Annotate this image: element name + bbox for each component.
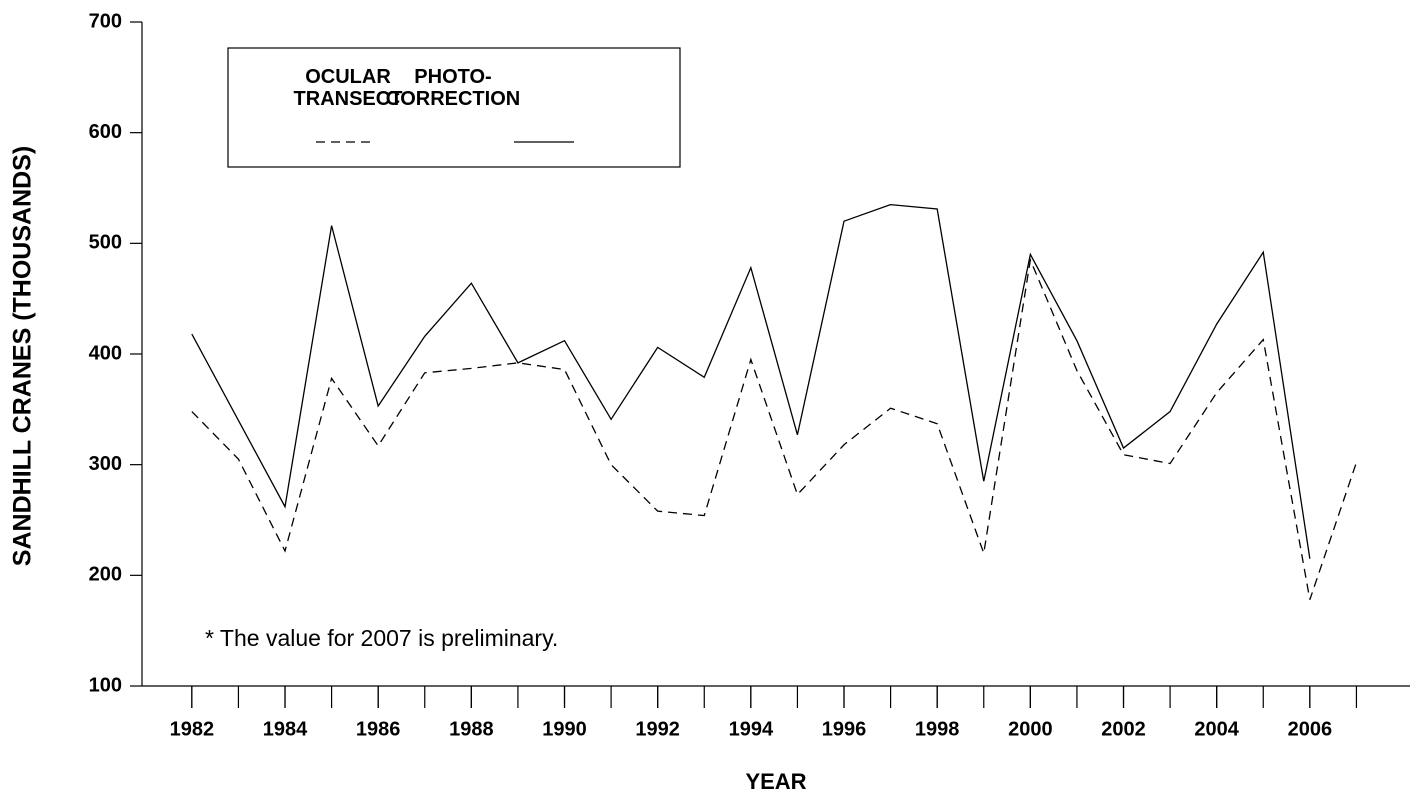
y-tick-label: 700 bbox=[89, 10, 122, 32]
legend-label: PHOTO-CORRECTION bbox=[385, 66, 521, 110]
y-tick-label: 100 bbox=[89, 674, 122, 696]
y-tick-label: 200 bbox=[89, 564, 122, 586]
x-tick-label: 1992 bbox=[635, 718, 680, 740]
annotation: * The value for 2007 is preliminary. bbox=[205, 625, 558, 651]
x-tick-label: 2000 bbox=[1008, 718, 1053, 740]
x-tick-label: 2004 bbox=[1194, 718, 1239, 740]
series-line bbox=[191, 203, 1311, 559]
x-tick-label: 1982 bbox=[170, 718, 215, 740]
x-tick-label: 1984 bbox=[263, 718, 308, 740]
y-tick-label: 600 bbox=[89, 121, 122, 143]
x-tick-label: 1988 bbox=[449, 718, 494, 740]
y-tick-label: 400 bbox=[89, 342, 122, 364]
x-tick-label: 1996 bbox=[822, 718, 867, 740]
x-tick-label: 2006 bbox=[1288, 718, 1333, 740]
legend-label: OCULAR TRANSECT bbox=[293, 66, 403, 110]
x-tick-label: 1994 bbox=[729, 718, 774, 740]
x-tick-label: 2002 bbox=[1101, 718, 1146, 740]
y-tick-label: 500 bbox=[89, 232, 122, 254]
x-axis-label: YEAR bbox=[745, 769, 806, 794]
legend-box bbox=[227, 47, 681, 168]
x-tick-label: 1990 bbox=[542, 718, 587, 740]
series-line bbox=[191, 257, 1358, 600]
x-tick-label: 1998 bbox=[915, 718, 960, 740]
x-tick-label: 1986 bbox=[356, 718, 401, 740]
y-axis-label: SANDHILL CRANES (THOUSANDS) bbox=[9, 146, 37, 566]
y-tick-label: 300 bbox=[89, 453, 122, 475]
